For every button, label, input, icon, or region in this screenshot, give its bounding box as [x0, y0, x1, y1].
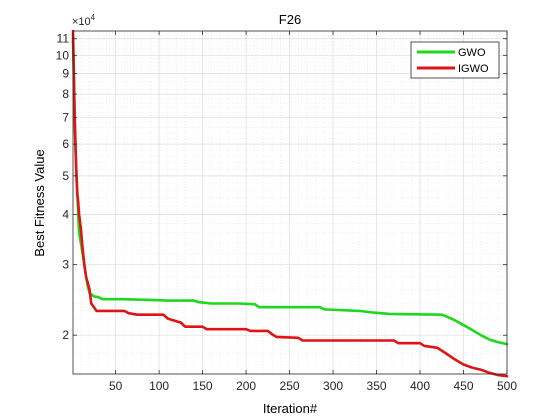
y-tick-marks [73, 38, 507, 336]
series-line-gwo [71, 37, 509, 346]
x-tick-label: 250 [280, 379, 300, 393]
legend-label-igwo: IGWO [458, 63, 489, 75]
legend: GWO IGWO [410, 41, 500, 79]
y-axis-label: Best Fitness Value [32, 149, 47, 256]
y-tick-label: 10 [56, 48, 70, 62]
x-tick-label: 500 [497, 379, 517, 393]
x-tick-label: 350 [367, 379, 387, 393]
y-tick-label: 11 [57, 32, 70, 46]
y-multiplier-base: ×10 [72, 16, 91, 28]
y-tick-label: 9 [62, 67, 69, 81]
y-tick-label: 5 [62, 169, 69, 183]
x-tick-labels: 50 100 150 200 250 300 350 400 450 500 [109, 379, 517, 393]
y-tick-label: 4 [62, 208, 69, 222]
y-tick-label: 2 [62, 328, 69, 342]
y-tick-label: 8 [62, 87, 69, 101]
x-tick-label: 50 [109, 379, 123, 393]
x-tick-label: 400 [410, 379, 430, 393]
axes-box [72, 30, 508, 375]
series-layer [71, 29, 509, 378]
series-line-igwo [71, 29, 509, 378]
y-tick-labels: 2 3 4 5 6 7 8 9 10 11 [56, 32, 70, 342]
y-multiplier-exponent: 4 [91, 13, 96, 22]
y-tick-label: 6 [62, 137, 69, 151]
legend-label-gwo: GWO [458, 47, 486, 59]
x-axis-label: Iteration# [263, 401, 318, 416]
x-tick-label: 300 [323, 379, 343, 393]
y-multiplier-label: ×104 [72, 13, 96, 28]
x-tick-label: 450 [453, 379, 473, 393]
x-tick-marks [115, 31, 508, 374]
legend-box [410, 41, 500, 79]
y-tick-label: 3 [62, 258, 69, 272]
chart-title: F26 [279, 12, 301, 27]
x-tick-label: 100 [149, 379, 169, 393]
x-tick-label: 200 [236, 379, 256, 393]
x-tick-label: 150 [193, 379, 213, 393]
y-tick-label: 7 [62, 110, 69, 124]
plot-area [73, 31, 507, 374]
